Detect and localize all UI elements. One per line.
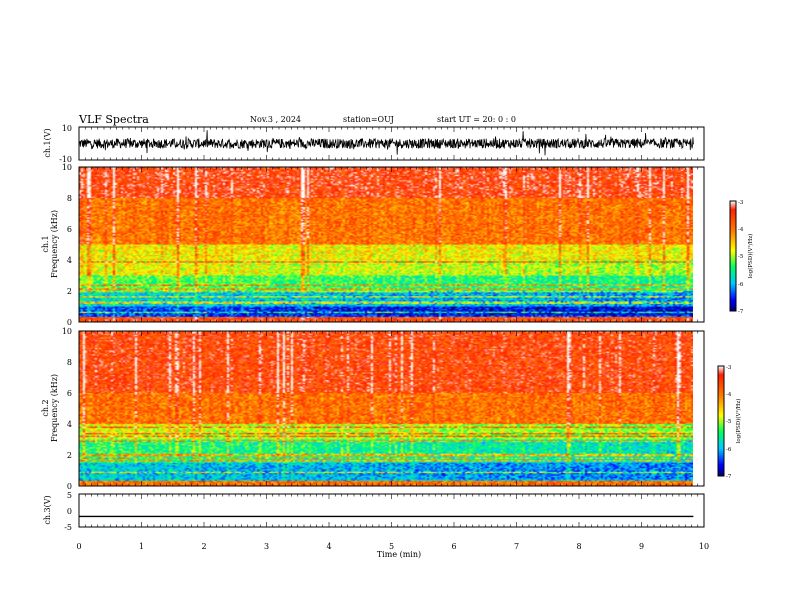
figure-title: VLF Spectra bbox=[78, 113, 149, 126]
ch2-spec-ytick-0: 0 bbox=[67, 482, 72, 491]
ch1-spec-ytick-10: 10 bbox=[62, 163, 72, 172]
ch2-spec-ytick-10: 10 bbox=[62, 327, 72, 336]
x-tick-label-10: 10 bbox=[699, 542, 709, 551]
ch1-waveform-trace bbox=[78, 130, 694, 156]
ch1-spec-ylabel-line1: ch.1 bbox=[41, 235, 50, 252]
ch2-cb-tick-m3: -3 bbox=[726, 365, 732, 371]
ch1-colorbar-label: log(PSD)(V²/Hz) bbox=[747, 234, 754, 279]
ch2-cb-tick-m5: -5 bbox=[726, 419, 732, 425]
x-tick-label-2: 2 bbox=[201, 542, 206, 551]
start-ut-label: start UT = 20: 0 : 0 bbox=[437, 115, 516, 124]
ch3-waveform-ytick-mid: 0 bbox=[67, 507, 72, 516]
ch2-spec-ylabel-line2: Frequency (kHz) bbox=[50, 374, 59, 442]
ch1-spec-ytick-8: 8 bbox=[67, 194, 72, 203]
ch1-waveform-panel: 10 -10 ch.1(V) bbox=[43, 124, 705, 164]
ch1-waveform-ytick-bottom: -10 bbox=[59, 155, 72, 164]
ch1-colorbar-gradient bbox=[730, 201, 736, 311]
x-tick-label-9: 9 bbox=[639, 542, 644, 551]
ch2-spec-ytick-2: 2 bbox=[67, 451, 72, 460]
ch2-spec-ytick-4: 4 bbox=[67, 420, 72, 429]
x-tick-label-5: 5 bbox=[389, 542, 394, 551]
ch1-spectrogram-image bbox=[79, 167, 693, 322]
ch2-spectrogram-ticks bbox=[78, 331, 705, 486]
ch3-waveform-ylabel: ch.3(V) bbox=[43, 495, 52, 524]
ch1-waveform-ylabel: ch.1(V) bbox=[43, 128, 52, 157]
ch1-colorbar: -3 -4 -5 -6 -7 log(PSD)(V²/Hz) bbox=[729, 200, 754, 315]
station-label: station=OUJ bbox=[343, 115, 394, 124]
ch1-colorbar-frame bbox=[729, 200, 737, 312]
ch2-colorbar-label: log(PSD)(V²/Hz) bbox=[735, 399, 742, 444]
ch2-spec-ylabel-line1: ch.2 bbox=[41, 399, 50, 416]
x-tick-label-0: 0 bbox=[76, 542, 81, 551]
ch1-spectrogram-ticks bbox=[78, 167, 705, 322]
ch1-cb-tick-m3: -3 bbox=[738, 200, 744, 206]
ch1-cb-tick-m5: -5 bbox=[738, 254, 744, 260]
ch2-spec-ytick-6: 6 bbox=[67, 389, 72, 398]
ch1-spec-ytick-2: 2 bbox=[67, 287, 72, 296]
ch1-spec-ytick-6: 6 bbox=[67, 225, 72, 234]
ch1-waveform-ytick-top: 10 bbox=[62, 124, 72, 133]
ch2-cb-tick-m4: -4 bbox=[726, 392, 732, 398]
ch1-spec-ylabel-line2: Frequency (kHz) bbox=[50, 210, 59, 278]
ch2-spectrogram-panel: 0 2 4 6 8 10 ch.2 Frequency (kHz) -3 -4 … bbox=[41, 327, 742, 491]
ch2-cb-tick-m6: -6 bbox=[726, 447, 732, 453]
x-axis-tick-labels: 0 1 2 3 4 5 6 7 8 9 10 bbox=[76, 542, 709, 551]
ch1-spectrogram-panel: 0 2 4 6 8 10 ch.1 Frequency (kHz) -3 -4 … bbox=[41, 163, 754, 327]
x-tick-label-7: 7 bbox=[514, 542, 519, 551]
ch3-waveform-ytick-top: 5 bbox=[67, 491, 72, 500]
ch1-cb-tick-m6: -6 bbox=[738, 282, 744, 288]
ch3-waveform-ytick-bottom: -5 bbox=[64, 523, 72, 532]
ch2-colorbar-frame bbox=[717, 365, 725, 477]
x-tick-label-3: 3 bbox=[264, 542, 269, 551]
ch2-colorbar: -3 -4 -5 -6 -7 log(PSD)(V²/Hz) bbox=[717, 365, 742, 480]
ch3-waveform-panel: 5 0 -5 ch.3(V) bbox=[43, 491, 705, 532]
ch1-spec-ytick-0: 0 bbox=[67, 318, 72, 327]
ch2-spec-ytick-8: 8 bbox=[67, 358, 72, 367]
x-tick-label-1: 1 bbox=[139, 542, 144, 551]
date-label: Nov.3 , 2024 bbox=[250, 115, 301, 124]
x-tick-label-6: 6 bbox=[451, 542, 456, 551]
ch2-colorbar-gradient bbox=[718, 366, 724, 476]
ch3-waveform-ticks bbox=[78, 494, 705, 527]
x-tick-label-4: 4 bbox=[326, 542, 331, 551]
ch1-waveform-ticks bbox=[78, 127, 705, 160]
x-axis-label: Time (min) bbox=[377, 550, 421, 559]
x-tick-label-8: 8 bbox=[576, 542, 581, 551]
ch2-cb-tick-m7: -7 bbox=[726, 474, 732, 480]
ch2-spectrogram-image bbox=[79, 331, 693, 486]
ch1-cb-tick-m7: -7 bbox=[738, 309, 744, 315]
ch1-cb-tick-m4: -4 bbox=[738, 227, 744, 233]
ch1-spec-ytick-4: 4 bbox=[67, 256, 72, 265]
